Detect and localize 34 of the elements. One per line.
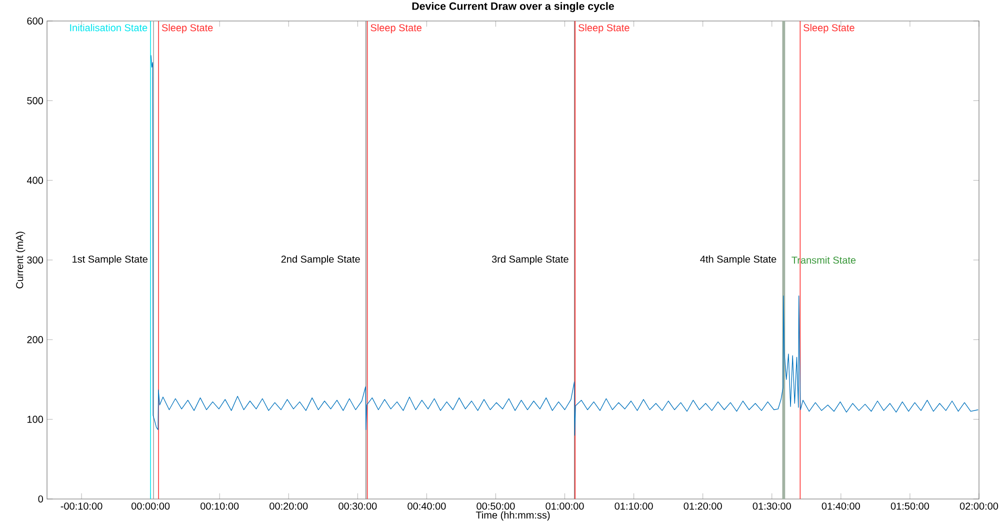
x-tick-label: 01:20:00 [684, 502, 722, 510]
annotation: 4th Sample State [700, 255, 776, 265]
line-series [150, 54, 978, 436]
x-tick-label: 00:10:00 [200, 502, 239, 510]
x-tick-label: 00:40:00 [408, 502, 446, 510]
y-tick-label: 100 [27, 416, 44, 423]
annotation: 3rd Sample State [492, 255, 568, 265]
ref-line-label: Sleep State [162, 24, 213, 34]
y-tick-label: 400 [26, 176, 44, 184]
ref-line-label: Sleep State [370, 24, 422, 34]
x-tick-label: 00:00:00 [132, 502, 170, 510]
x-tick-label: 00:50:00 [476, 502, 515, 510]
x-tick-label: -00:10:00 [60, 502, 102, 510]
x-tick-label: 01:50:00 [890, 502, 930, 510]
ref-line-label: Sleep State [804, 24, 854, 34]
y-tick-label: 200 [27, 336, 44, 344]
y-tick-label: 300 [27, 256, 44, 264]
annotation: 1st Sample State [72, 255, 148, 265]
x-tick-label: 01:10:00 [614, 502, 653, 510]
y-tick-label: 500 [27, 97, 44, 104]
x-tick-label: 01:00:00 [546, 502, 584, 510]
y-tick-label: 0 [38, 495, 44, 503]
annotation: 2nd Sample State [281, 255, 360, 265]
ref-line-label: Initialisation State [70, 24, 148, 32]
y-axis-title: Current (mA) [16, 232, 26, 288]
x-tick-label: 01:40:00 [822, 502, 860, 510]
x-tick-label: 00:20:00 [270, 502, 308, 510]
x-tick-label: 02:00:00 [960, 502, 998, 510]
x-axis-title: Time (hh:mm:ss) [476, 511, 550, 521]
y-tick-label: 600 [27, 17, 44, 25]
ref-line-label: Sleep State [578, 24, 630, 34]
x-tick-label: 00:30:00 [338, 502, 377, 510]
x-tick-label: 01:30:00 [752, 502, 791, 510]
chart-title: Device Current Draw over a single cycle [412, 2, 614, 12]
